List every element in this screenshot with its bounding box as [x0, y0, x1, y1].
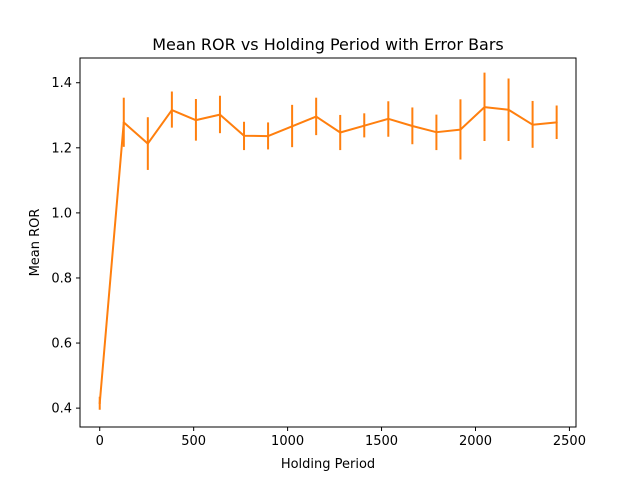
data-point	[243, 134, 246, 137]
data-point	[218, 113, 221, 116]
data-point	[411, 125, 414, 128]
y-tick-label: 1.2	[51, 141, 72, 156]
data-point	[170, 109, 173, 112]
data-point	[146, 142, 149, 145]
data-point	[387, 117, 390, 120]
x-axis-ticks: 0 500 1000 1500 2000 2500	[96, 427, 586, 449]
data-point	[339, 131, 342, 134]
data-point	[459, 128, 462, 131]
y-axis-label: Mean ROR	[28, 209, 43, 277]
data-point	[507, 108, 510, 111]
plot-area	[98, 72, 558, 410]
data-point	[531, 123, 534, 126]
data-point	[291, 125, 294, 128]
data-point	[122, 121, 125, 124]
x-tick-label: 1000	[271, 434, 304, 449]
y-tick-label: 1.4	[51, 76, 72, 91]
data-point	[98, 402, 101, 405]
data-point	[267, 135, 270, 138]
y-tick-label: 0.6	[51, 337, 72, 352]
data-point	[435, 131, 438, 134]
chart-title: Mean ROR vs Holding Period with Error Ba…	[152, 35, 504, 54]
axes-frame	[79, 57, 577, 428]
data-points	[98, 106, 558, 405]
data-point	[315, 115, 318, 118]
data-point	[483, 106, 486, 109]
y-tick-label: 0.4	[51, 402, 72, 417]
y-axis-ticks: 0.4 0.6 0.8 1.0 1.2 1.4	[51, 76, 80, 417]
data-point	[194, 119, 197, 122]
data-point	[363, 124, 366, 127]
y-tick-label: 0.8	[51, 271, 72, 286]
x-tick-label: 1500	[365, 434, 398, 449]
x-tick-label: 2000	[459, 434, 492, 449]
x-tick-label: 0	[96, 434, 104, 449]
x-axis-label: Holding Period	[281, 457, 375, 472]
x-tick-label: 2500	[553, 434, 586, 449]
series-line	[98, 106, 558, 405]
x-tick-label: 500	[181, 434, 206, 449]
y-tick-label: 1.0	[51, 206, 72, 221]
data-point	[555, 121, 558, 124]
